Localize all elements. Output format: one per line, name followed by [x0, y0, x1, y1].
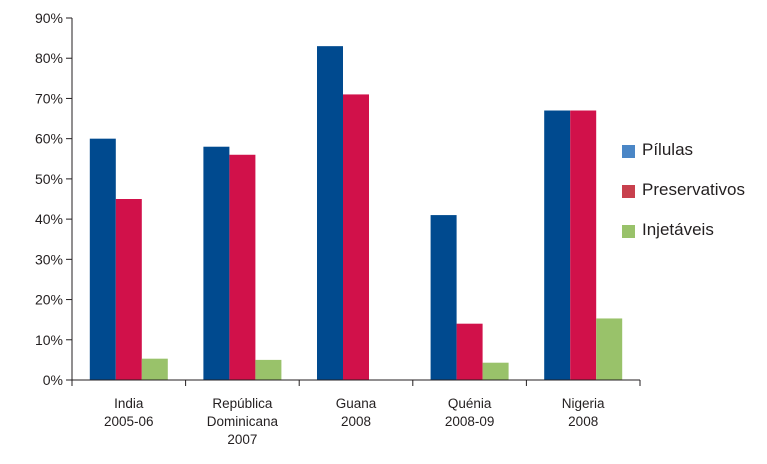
x-category-label: India 2005-06 — [104, 396, 154, 429]
x-category-label-line: 2008 — [341, 414, 371, 429]
bar-series-1-cat-1 — [229, 154, 256, 380]
bar-series-1-cat-3 — [456, 323, 483, 380]
y-tick-label: 40% — [35, 211, 63, 227]
y-tick-label: 0% — [43, 372, 63, 388]
legend-swatch-preservativos — [622, 185, 635, 198]
bar-series-0-cat-1 — [203, 146, 230, 380]
bar-series-0-cat-0 — [89, 138, 116, 380]
x-category-label-line: 2008-09 — [445, 414, 495, 429]
labels-layer: 0% 10% 20% 30% 40% 50% 60% 70% 80% 90% India 2005-0… — [35, 10, 605, 447]
y-tick-label: 50% — [35, 171, 63, 187]
y-tick-label: 60% — [35, 131, 63, 147]
x-category-label: República Dominicana 2007 — [207, 396, 279, 447]
x-category-label-line: Nigeria — [562, 396, 605, 411]
y-tick-label: 70% — [35, 90, 63, 106]
bar-series-0-cat-4 — [544, 110, 571, 380]
legend-item-pilulas: Pílulas — [622, 138, 767, 178]
x-category-label-line: 2008 — [568, 414, 598, 429]
y-tick-label: 80% — [35, 50, 63, 66]
x-category-label-line: 2005-06 — [104, 414, 154, 429]
legend-item-preservativos: Preservativos — [622, 178, 767, 218]
y-tick-label: 10% — [35, 332, 63, 348]
legend-swatch-injetaveis — [622, 225, 635, 238]
legend: Pílulas Preservativos Injetáveis — [622, 138, 767, 258]
x-category-label: Guana 2008 — [336, 396, 377, 429]
y-tick-label: 30% — [35, 251, 63, 267]
bar-series-1-cat-0 — [115, 199, 142, 380]
y-tick-label: 90% — [35, 10, 63, 26]
x-category-label-line: Dominicana — [207, 414, 279, 429]
legend-item-injetaveis: Injetáveis — [622, 218, 767, 258]
bars-layer — [89, 46, 623, 381]
legend-label-pilulas: Pílulas — [642, 140, 694, 159]
x-category-label-line: Quénia — [448, 396, 492, 411]
axes-layer — [66, 17, 641, 386]
bar-series-2-cat-3 — [482, 362, 509, 380]
bar-series-0-cat-2 — [317, 46, 343, 380]
x-category-label: Quénia 2008-09 — [445, 396, 495, 429]
legend-swatch-pilulas — [622, 145, 635, 158]
bar-series-2-cat-0 — [141, 358, 168, 380]
x-category-label-line: India — [114, 396, 144, 411]
x-category-label-line: República — [212, 396, 273, 411]
x-category-label-line: 2007 — [227, 432, 257, 447]
x-category-label-line: Guana — [336, 396, 377, 411]
legend-label-preservativos: Preservativos — [642, 180, 745, 199]
legend-label-injetaveis: Injetáveis — [642, 220, 714, 239]
x-category-label: Nigeria 2008 — [562, 396, 605, 429]
bar-series-0-cat-3 — [430, 215, 457, 380]
bar-series-1-cat-2 — [343, 94, 369, 381]
bar-series-2-cat-4 — [596, 318, 623, 380]
bar-series-1-cat-4 — [570, 110, 597, 380]
bar-series-2-cat-1 — [255, 359, 282, 380]
y-tick-label: 20% — [35, 292, 63, 308]
